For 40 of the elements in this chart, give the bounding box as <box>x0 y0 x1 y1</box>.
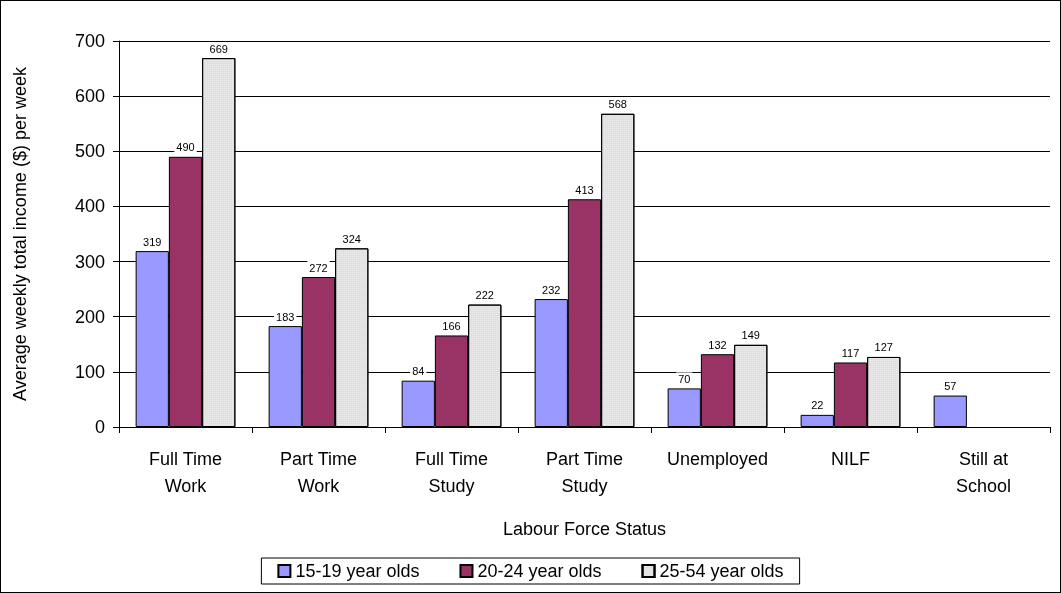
data-label: 272 <box>309 261 328 274</box>
x-axis-title: Labour Force Status <box>502 519 667 539</box>
data-label: 324 <box>342 232 361 245</box>
data-label: 183 <box>276 310 295 323</box>
data-label: 22 <box>811 399 824 412</box>
y-tick-label: 300 <box>74 251 105 272</box>
data-label: 232 <box>542 283 561 296</box>
x-tick-label: Still at School <box>955 448 1012 496</box>
data-label: 127 <box>874 341 893 354</box>
data-label: 149 <box>741 329 760 342</box>
data-label: 669 <box>209 42 228 55</box>
data-label: 57 <box>944 380 957 393</box>
data-label: 117 <box>841 346 860 359</box>
x-tick-label: Unemployed <box>666 448 769 469</box>
x-tick-label: Part Time Work <box>279 448 358 496</box>
data-label: 84 <box>412 365 425 378</box>
data-label: 70 <box>678 372 691 385</box>
data-label: 490 <box>176 141 195 154</box>
data-label: 413 <box>575 183 594 196</box>
x-tick-label: Part Time Study <box>545 448 624 496</box>
legend-label: 15-19 year olds <box>295 561 420 581</box>
data-label: 166 <box>442 319 461 332</box>
data-label: 222 <box>475 289 494 302</box>
y-tick-label: 100 <box>74 361 105 382</box>
y-tick-label: 400 <box>74 196 105 217</box>
x-tick-label: Full Time Work <box>148 448 223 496</box>
legend-label: 25-54 year olds <box>659 561 784 581</box>
y-tick-label: 700 <box>74 31 105 51</box>
y-tick-label: 0 <box>94 417 105 437</box>
bar <box>933 395 967 427</box>
x-tick-label: NILF <box>830 448 871 469</box>
y-axis-title: Average weekly total income ($) per week <box>10 66 30 401</box>
y-tick-label: 500 <box>74 141 105 162</box>
data-label: 568 <box>608 98 627 111</box>
data-label: 132 <box>708 338 727 351</box>
y-tick-label: 200 <box>74 306 105 327</box>
y-tick-label: 600 <box>74 86 105 107</box>
x-tick-label: Full Time Study <box>414 448 489 496</box>
data-label: 319 <box>143 235 162 248</box>
legend-label: 20-24 year olds <box>477 561 602 581</box>
